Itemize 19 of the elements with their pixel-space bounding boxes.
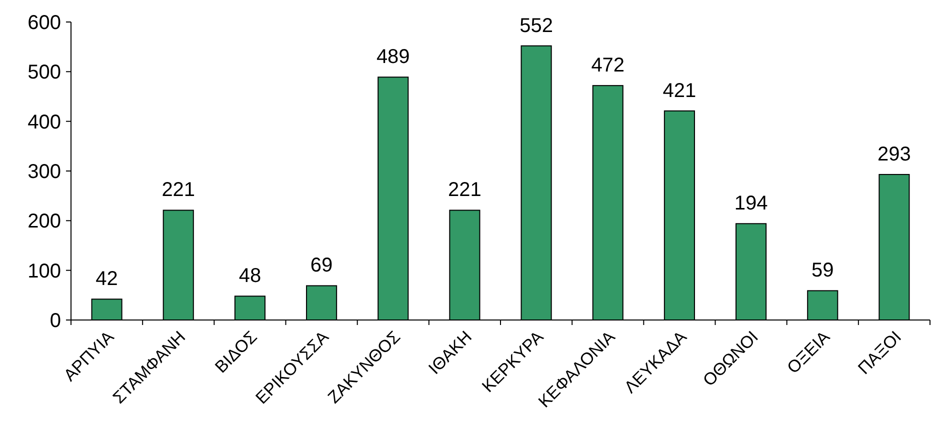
data-label: 48 [238, 265, 262, 288]
data-label: 221 [448, 179, 482, 202]
data-label: 42 [96, 268, 118, 290]
y-tick-label: 100 [28, 260, 61, 282]
y-tick-label: 400 [28, 111, 61, 134]
y-tick-label: 600 [28, 12, 61, 34]
data-label: 489 [376, 46, 410, 68]
y-tick-label: 200 [28, 210, 61, 233]
data-label: 472 [591, 54, 625, 77]
data-label: 293 [878, 143, 911, 166]
data-label: 221 [162, 179, 196, 202]
data-label: 69 [310, 254, 333, 277]
data-label: 421 [662, 80, 696, 102]
y-tick-label: 0 [50, 310, 61, 332]
data-label: 59 [812, 260, 834, 282]
data-label: 552 [520, 14, 553, 37]
y-tick-label: 300 [28, 161, 61, 183]
data-label: 194 [734, 192, 768, 215]
y-tick-label: 500 [28, 62, 61, 84]
